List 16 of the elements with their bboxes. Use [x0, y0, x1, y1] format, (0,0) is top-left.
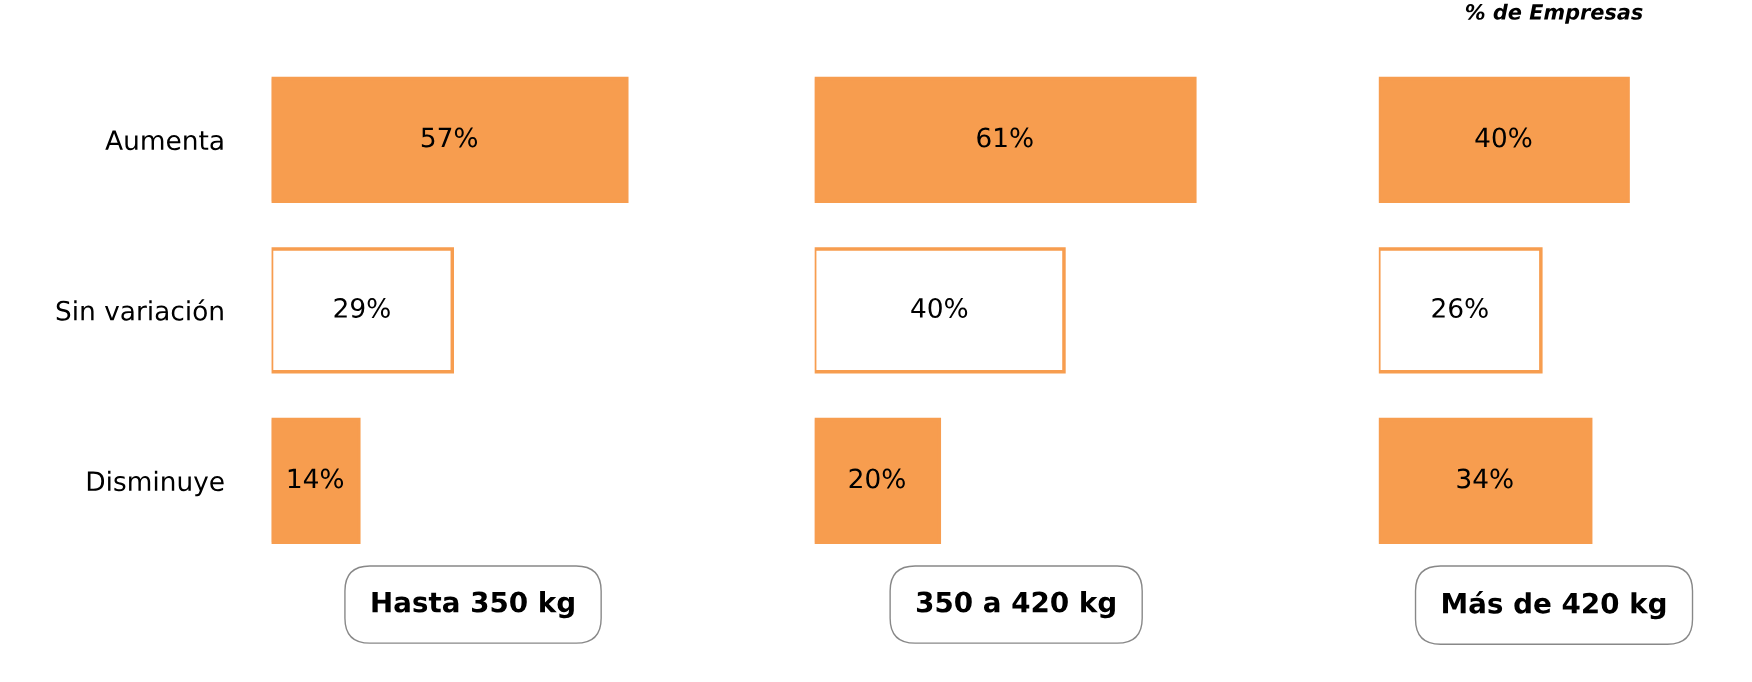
x-axis-title: Hasta 350 kg: [372, 591, 574, 619]
data-label: 40%: [911, 298, 968, 318]
data-label: 14%: [288, 468, 344, 489]
y-tick-label: Sin variación: [56, 299, 223, 321]
data-label: 29%: [334, 298, 390, 318]
data-label: 20%: [849, 468, 905, 489]
data-label: 57%: [421, 127, 478, 148]
x-axis-title: Más de 420 kg: [1443, 591, 1666, 620]
y-tick-label: Disminuye: [87, 470, 224, 497]
text: % de Empresas: [1465, 3, 1643, 24]
x-axis-title: 350 a 420 kg: [916, 591, 1115, 619]
data-label: 34%: [1457, 468, 1513, 489]
data-label: 40%: [1475, 127, 1532, 148]
data-label: 26%: [1432, 298, 1488, 318]
data-label: 61%: [977, 127, 1033, 148]
y-tick-label: Aumenta: [105, 130, 223, 151]
